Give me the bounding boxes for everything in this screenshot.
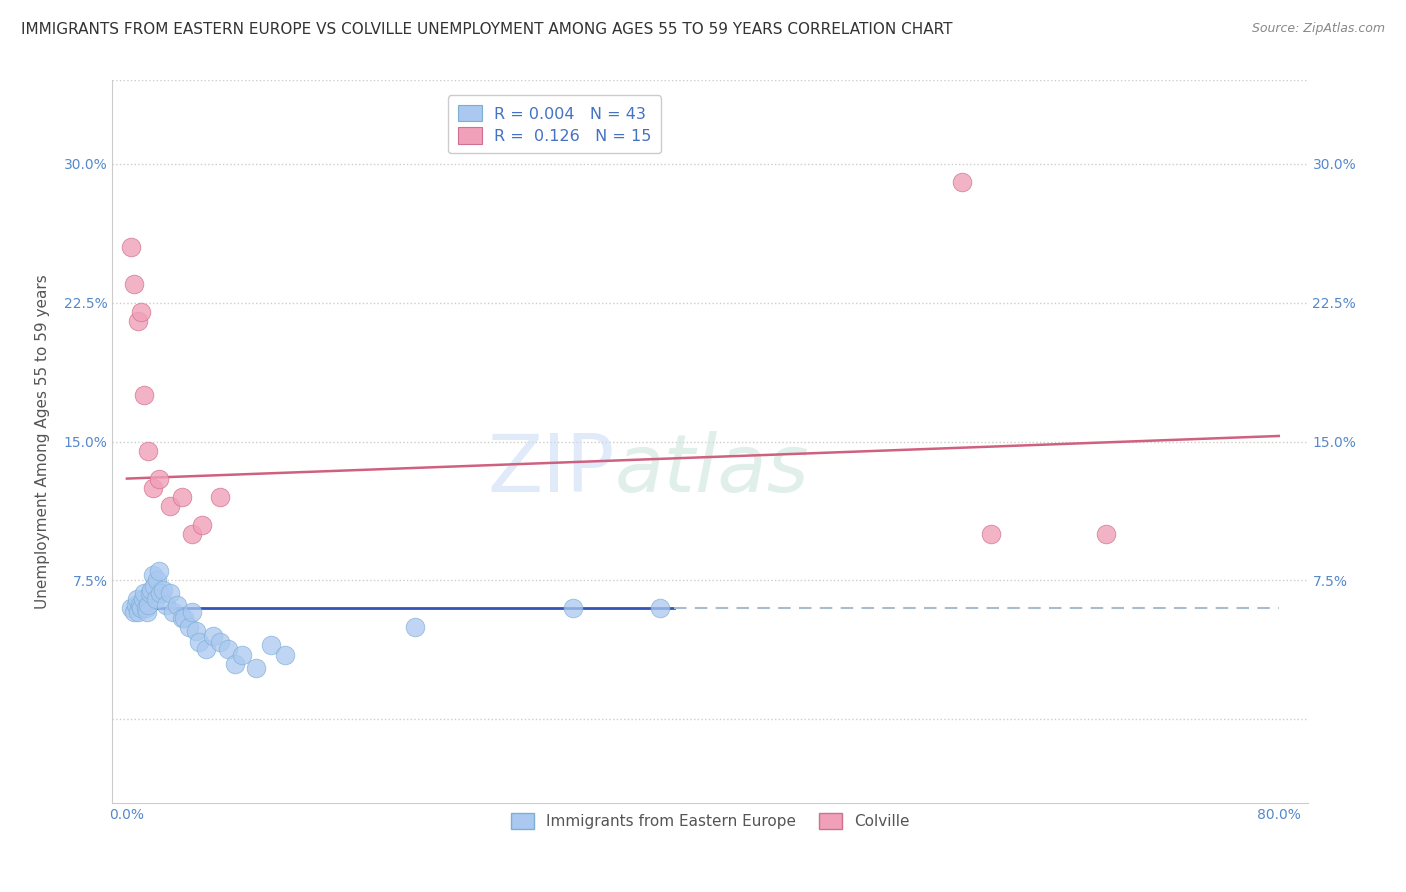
- Point: [184, 624, 207, 638]
- Point: [152, 582, 174, 597]
- Point: [562, 601, 585, 615]
- Point: [122, 605, 145, 619]
- Legend: Immigrants from Eastern Europe, Colville: Immigrants from Eastern Europe, Colville: [502, 805, 918, 838]
- Point: [127, 605, 149, 619]
- Point: [120, 601, 142, 615]
- Point: [124, 598, 146, 612]
- Point: [274, 648, 297, 662]
- Point: [132, 592, 155, 607]
- Point: [173, 610, 195, 624]
- Point: [127, 314, 149, 328]
- Point: [217, 642, 239, 657]
- Point: [950, 175, 973, 189]
- Point: [166, 598, 188, 612]
- Point: [138, 598, 160, 612]
- Point: [129, 305, 152, 319]
- Point: [120, 240, 142, 254]
- Text: ZIP: ZIP: [486, 432, 614, 509]
- Point: [190, 517, 212, 532]
- Point: [162, 605, 184, 619]
- Text: IMMIGRANTS FROM EASTERN EUROPE VS COLVILLE UNEMPLOYMENT AMONG AGES 55 TO 59 YEAR: IMMIGRANTS FROM EASTERN EUROPE VS COLVIL…: [21, 22, 953, 37]
- Point: [224, 657, 246, 671]
- Point: [134, 388, 156, 402]
- Point: [138, 443, 160, 458]
- Point: [142, 568, 165, 582]
- Point: [159, 500, 181, 514]
- Point: [134, 586, 156, 600]
- Point: [209, 634, 232, 648]
- Point: [159, 586, 181, 600]
- Point: [648, 601, 671, 615]
- Text: atlas: atlas: [614, 432, 810, 509]
- Point: [404, 620, 426, 634]
- Point: [231, 648, 253, 662]
- Point: [148, 564, 170, 578]
- Point: [170, 610, 193, 624]
- Point: [148, 472, 170, 486]
- Point: [125, 592, 148, 607]
- Point: [260, 638, 283, 652]
- Point: [202, 629, 225, 643]
- Point: [129, 601, 152, 615]
- Point: [146, 574, 169, 588]
- Point: [177, 620, 200, 634]
- Point: [145, 592, 167, 607]
- Point: [149, 586, 172, 600]
- Point: [245, 660, 267, 674]
- Text: Source: ZipAtlas.com: Source: ZipAtlas.com: [1251, 22, 1385, 36]
- Point: [1095, 527, 1118, 541]
- Point: [170, 490, 193, 504]
- Point: [180, 605, 202, 619]
- Point: [142, 481, 165, 495]
- Point: [122, 277, 145, 291]
- Point: [139, 586, 162, 600]
- Point: [143, 579, 166, 593]
- Point: [209, 490, 232, 504]
- Point: [180, 527, 202, 541]
- Point: [135, 601, 157, 615]
- Y-axis label: Unemployment Among Ages 55 to 59 years: Unemployment Among Ages 55 to 59 years: [35, 274, 49, 609]
- Point: [141, 582, 163, 597]
- Point: [980, 527, 1002, 541]
- Point: [155, 598, 177, 612]
- Point: [195, 642, 218, 657]
- Point: [187, 634, 209, 648]
- Point: [128, 598, 150, 612]
- Point: [136, 605, 159, 619]
